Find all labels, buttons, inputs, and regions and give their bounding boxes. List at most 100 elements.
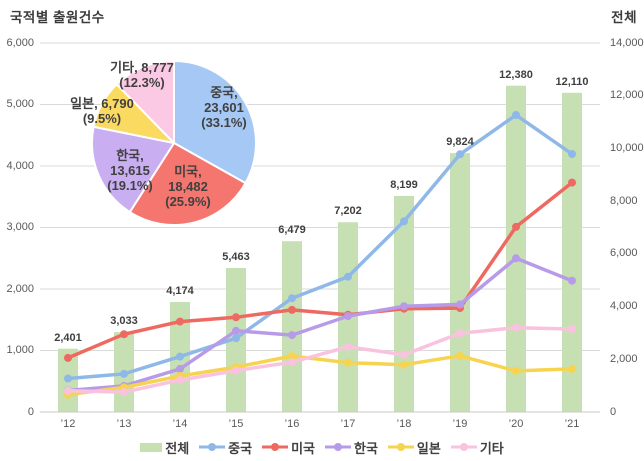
x-axis-tick: ’19 xyxy=(452,418,468,430)
line-marker-2 xyxy=(568,276,576,285)
bar-value-label: 7,202 xyxy=(334,205,362,218)
legend-bar-swatch xyxy=(140,442,163,452)
pie-slice-label-4: 기타, 8,777 (12.3%) xyxy=(110,60,174,90)
legend-label: 중국 xyxy=(228,440,253,456)
y-axis-tick-left: 6,000 xyxy=(6,36,34,49)
line-series-2 xyxy=(66,256,574,393)
line-marker-0 xyxy=(64,374,72,383)
bar-total xyxy=(562,92,582,413)
x-axis-tick: ’14 xyxy=(172,418,188,430)
x-axis-tick: ’15 xyxy=(228,418,244,430)
legend-item-3: 한국 xyxy=(325,438,378,457)
pie-slice-1 xyxy=(128,142,247,226)
line-marker-4 xyxy=(288,358,296,367)
line-marker-3 xyxy=(288,352,296,360)
x-axis-tick: ’20 xyxy=(508,418,524,430)
x-axis-tick: ’17 xyxy=(340,418,356,430)
line-marker-0 xyxy=(232,334,240,343)
bar-value-label: 9,824 xyxy=(446,136,474,149)
y-axis-tick-right: 12,000 xyxy=(610,89,644,102)
x-axis-tick: ’12 xyxy=(60,418,76,430)
y-axis-tick-right: 2,000 xyxy=(610,352,638,365)
line-marker-1 xyxy=(120,330,128,339)
bar-value-label: 6,479 xyxy=(278,224,306,237)
legend-item-0: 전체 xyxy=(140,438,189,457)
pie-slice-label-1: 미국, 18,482 (25.9%) xyxy=(165,164,211,209)
x-axis-tick: ’13 xyxy=(116,418,132,430)
legend-label: 한국 xyxy=(354,440,378,456)
line-marker-1 xyxy=(232,313,240,322)
legend-line-marker xyxy=(199,443,226,451)
line-marker-0 xyxy=(512,111,520,119)
legend-label: 기타 xyxy=(479,440,504,456)
y-axis-tick-right: 4,000 xyxy=(610,300,638,313)
legend-label: 미국 xyxy=(291,440,315,456)
y-axis-tick-right: 10,000 xyxy=(610,141,644,154)
line-marker-1 xyxy=(288,305,296,314)
y-axis-tick-right: 0 xyxy=(610,405,617,418)
line-marker-4 xyxy=(568,325,576,333)
chart-title: 국적별 출원건수 xyxy=(10,10,105,25)
pie-slice-4 xyxy=(115,60,175,144)
line-marker-0 xyxy=(568,150,576,158)
pie-slice-2 xyxy=(91,125,175,214)
line-marker-2 xyxy=(400,302,408,311)
line-marker-4 xyxy=(512,323,520,332)
line-marker-3 xyxy=(512,366,520,375)
bar-total xyxy=(450,153,470,412)
x-axis-tick: ’16 xyxy=(284,418,300,430)
legend-line-marker xyxy=(262,443,289,451)
y-axis-tick-left: 0 xyxy=(27,405,34,418)
line-marker-2 xyxy=(512,254,520,263)
line-marker-0 xyxy=(120,369,128,378)
line-marker-2 xyxy=(344,312,352,321)
line-marker-0 xyxy=(176,352,184,361)
right-axis-title: 전체 xyxy=(611,10,637,25)
pie-slice-label-2: 한국, 13,615 (19.1%) xyxy=(107,148,153,193)
line-marker-1 xyxy=(568,178,576,187)
line-marker-3 xyxy=(344,358,352,367)
bar-value-label: 5,463 xyxy=(222,251,250,263)
line-marker-4 xyxy=(344,342,352,351)
line-marker-4 xyxy=(232,366,240,375)
y-axis-tick-left: 4,000 xyxy=(6,159,34,172)
bar-value-label: 2,401 xyxy=(54,331,82,344)
legend-item-2: 미국 xyxy=(262,438,315,457)
y-axis-tick-right: 6,000 xyxy=(610,247,638,260)
bar-value-label: 3,033 xyxy=(110,315,138,328)
bar-total xyxy=(282,241,302,412)
pie-slice-label-3: 일본, 6,790 (9.5%) xyxy=(70,96,134,126)
x-axis-tick: ’21 xyxy=(564,418,580,430)
legend-line-marker xyxy=(387,443,414,451)
line-series-3 xyxy=(66,354,574,397)
bar-value-label: 12,380 xyxy=(499,68,533,81)
x-axis-tick: ’18 xyxy=(396,418,412,430)
bar-value-label: 12,110 xyxy=(555,75,589,88)
line-series-1 xyxy=(66,180,574,360)
line-marker-3 xyxy=(568,364,576,373)
line-marker-1 xyxy=(176,317,184,326)
line-marker-4 xyxy=(64,386,72,395)
legend-line-marker xyxy=(325,443,351,451)
line-marker-0 xyxy=(400,217,408,226)
chart-legend: 전체 중국 미국 한국 일본 기타 xyxy=(0,436,644,458)
line-marker-1 xyxy=(64,353,72,362)
line-marker-4 xyxy=(456,329,464,338)
bar-value-label: 8,199 xyxy=(390,178,418,191)
line-marker-2 xyxy=(232,326,240,335)
line-marker-2 xyxy=(456,300,464,309)
y-axis-tick-right: 14,000 xyxy=(610,36,644,49)
legend-label: 일본 xyxy=(416,440,441,456)
y-axis-tick-right: 8,000 xyxy=(610,194,638,207)
line-marker-2 xyxy=(176,364,184,373)
bar-total xyxy=(506,85,526,412)
legend-item-1: 중국 xyxy=(199,438,252,457)
line-series-0 xyxy=(66,113,574,381)
legend-label: 전체 xyxy=(165,440,190,456)
legend-item-4: 일본 xyxy=(387,438,441,457)
line-marker-0 xyxy=(344,272,352,281)
bar-value-label: 4,174 xyxy=(166,284,194,297)
line-marker-0 xyxy=(288,294,296,303)
y-axis-tick-left: 5,000 xyxy=(6,98,34,110)
